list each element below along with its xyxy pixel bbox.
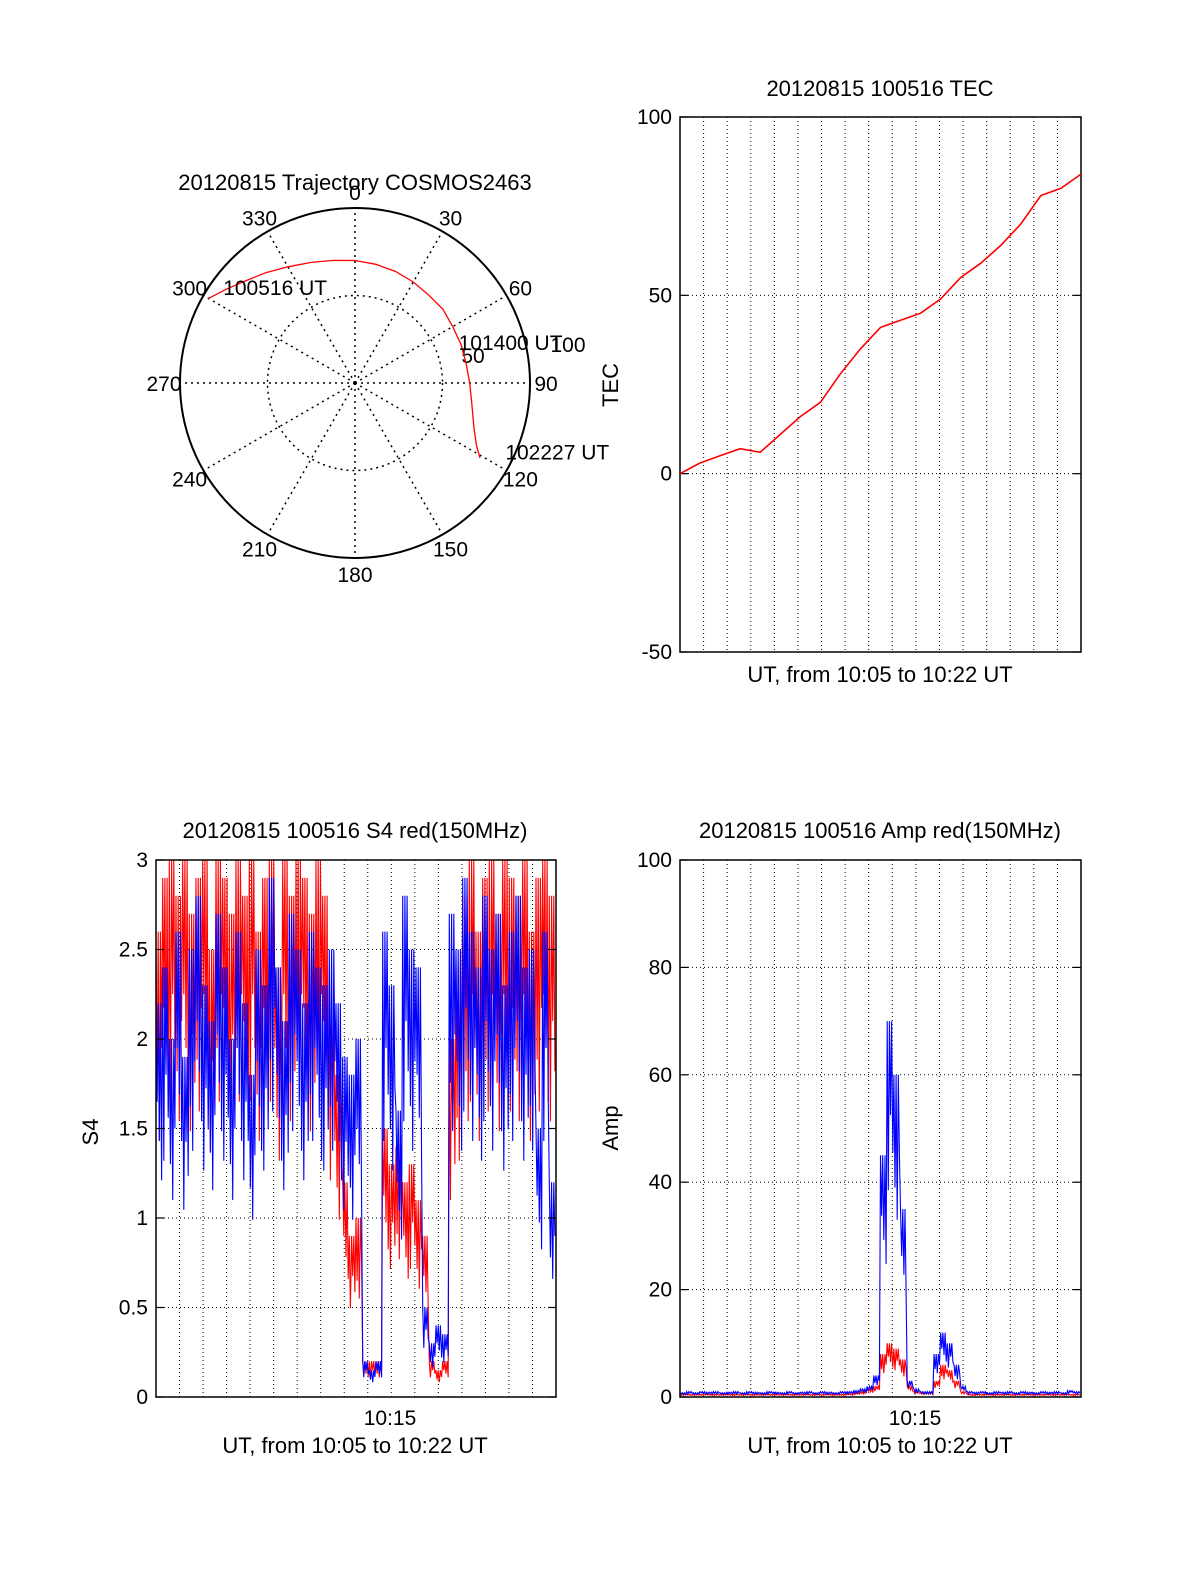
polar-angle-label: 270	[146, 373, 181, 396]
y-tick-label: -50	[642, 641, 672, 664]
polar-angle-label: 150	[433, 538, 468, 561]
polar-title: 20120815 Trajectory COSMOS2463	[178, 170, 531, 195]
polar-spoke	[266, 382, 356, 535]
y-tick-label: 0.5	[119, 1297, 148, 1320]
amp-x-axis-label: UT, from 10:05 to 10:22 UT	[747, 1433, 1012, 1458]
polar-angle-label: 240	[172, 469, 207, 492]
s4-series	[155, 859, 556, 1383]
polar-radial-label-50: 50	[461, 345, 484, 368]
y-tick-label: 3	[136, 849, 148, 872]
polar-trajectory-line	[208, 259, 481, 459]
y-tick-label: 100	[637, 849, 672, 872]
polar-angle-label: 300	[172, 278, 207, 301]
polar-panel: 20120815 Trajectory COSMOS2463 0 30 60 90 12…	[146, 170, 609, 587]
y-tick-label: 0	[660, 463, 672, 486]
amp-plot-frame	[679, 859, 1082, 1398]
polar-spoke	[354, 231, 444, 384]
tec-title: 20120815 100516 TEC	[766, 76, 993, 101]
s4-panel: 20120815 100516 S4 red(150MHz) 0 0.5 1 1.5 2…	[78, 818, 557, 1458]
tec-y-axis-label: TEC	[598, 363, 623, 407]
y-tick-label: 20	[649, 1279, 672, 1302]
tec-series-line	[679, 173, 1082, 475]
polar-angle-label: 90	[534, 373, 557, 396]
polar-angle-label: 60	[509, 278, 532, 301]
y-tick-label: 1.5	[119, 1118, 148, 1141]
y-tick-label: 80	[649, 956, 672, 979]
polar-angle-label: 0	[349, 182, 361, 205]
polar-grid-circle-50	[266, 294, 444, 472]
polar-angle-label: 180	[337, 564, 372, 587]
s4-x-axis-label: UT, from 10:05 to 10:22 UT	[222, 1433, 487, 1458]
s4-title: 20120815 100516 S4 red(150MHz)	[183, 818, 528, 843]
tec-y-ticks: -50 0 50 100	[637, 106, 1081, 664]
tec-x-axis-label: UT, from 10:05 to 10:22 UT	[747, 662, 1012, 687]
y-tick-label: 2	[136, 1028, 148, 1051]
y-tick-label: 1	[136, 1207, 148, 1230]
polar-angle-label: 210	[242, 538, 277, 561]
y-tick-label: 0	[136, 1386, 148, 1409]
polar-angle-label: 120	[503, 469, 538, 492]
polar-spoke	[354, 382, 507, 472]
polar-annotation: 102227 UT	[505, 442, 609, 465]
polar-angle-labels: 0 30 60 90 120 150 180 210 240 270 300 330	[146, 182, 557, 587]
y-tick-label: 0	[660, 1386, 672, 1409]
s4-y-axis-label: S4	[78, 1119, 103, 1146]
y-tick-label: 50	[649, 284, 672, 307]
polar-spoke	[203, 382, 356, 472]
s4-x-tick-label: 10:15	[364, 1407, 417, 1430]
amp-y-axis-label: Amp	[598, 1105, 623, 1150]
amp-x-tick-label: 10:15	[889, 1407, 942, 1430]
amp-panel: 20120815 100516 Amp red(150MHz) 0 20 40 60 8…	[598, 818, 1082, 1458]
s4-y-ticks: 0 0.5 1 1.5 2 2.5 3	[119, 849, 556, 1409]
amp-grid	[680, 860, 1081, 1397]
polar-annotation: 101400 UT	[459, 332, 563, 355]
polar-radial-label-100: 100	[550, 334, 585, 357]
y-tick-label: 100	[637, 106, 672, 129]
amp-series-line	[679, 1021, 1081, 1397]
polar-outer-circle	[179, 207, 531, 559]
polar-spoke	[354, 294, 507, 384]
amp-series	[679, 1021, 1081, 1397]
polar-spoke	[203, 294, 356, 384]
polar-annotation: 100516 UT	[223, 277, 327, 300]
polar-spoke	[266, 231, 356, 384]
polar-angle-label: 330	[242, 208, 277, 231]
polar-angle-label: 30	[439, 208, 462, 231]
amp-y-ticks: 0 20 40 60 80 100	[637, 849, 1081, 1409]
y-tick-label: 60	[649, 1064, 672, 1087]
polar-grid	[180, 208, 530, 558]
polar-spoke	[354, 382, 444, 535]
y-tick-label: 40	[649, 1171, 672, 1194]
polar-series: 100516 UT 101400 UT 102227 UT	[208, 259, 609, 465]
tec-grid	[680, 117, 1081, 652]
tec-series	[679, 173, 1082, 475]
tec-plot-frame	[679, 116, 1082, 653]
y-tick-label: 2.5	[119, 939, 148, 962]
s4-series-line	[155, 877, 556, 1383]
amp-title: 20120815 100516 Amp red(150MHz)	[699, 818, 1061, 843]
tec-panel: 20120815 100516 TEC -50 0 50 100 TEC UT, fr…	[598, 76, 1082, 687]
